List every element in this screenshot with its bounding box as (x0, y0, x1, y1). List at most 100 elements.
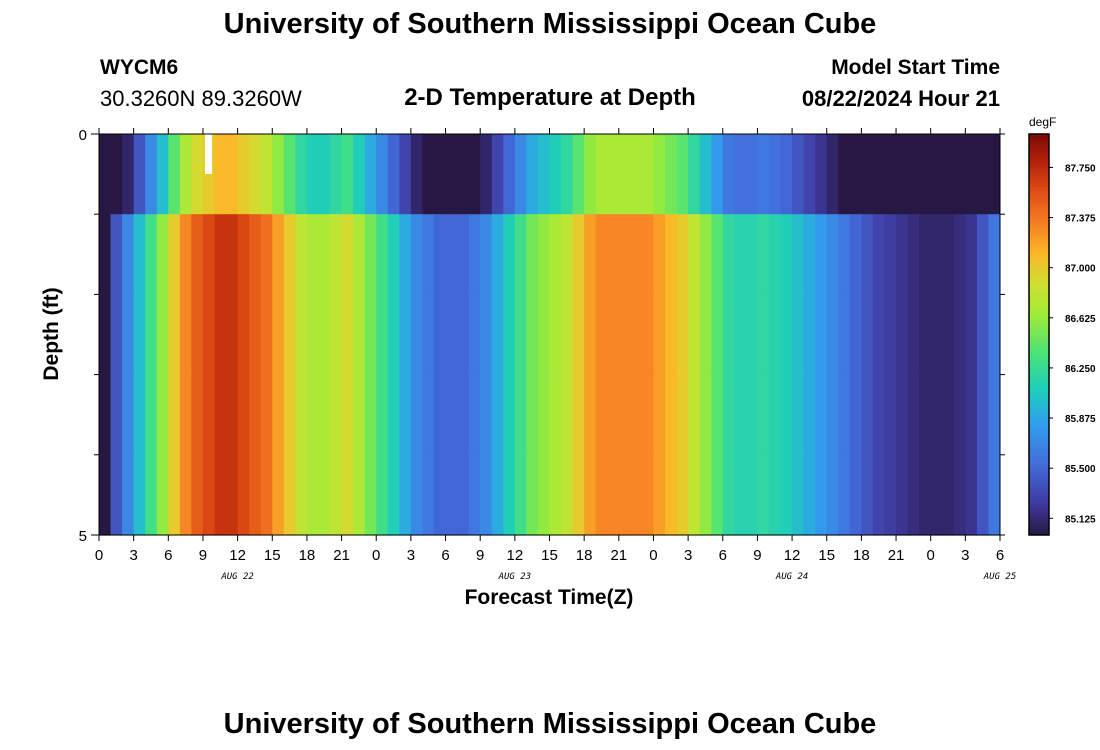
heatmap-cell (457, 134, 470, 215)
heatmap-cell (214, 454, 227, 536)
heatmap-cell (815, 134, 828, 215)
heatmap-cell (468, 374, 481, 456)
heatmap-cell (387, 374, 400, 456)
colorbar-band (1029, 351, 1049, 356)
heatmap-cell (561, 454, 574, 536)
heatmap-cell (202, 374, 216, 456)
heatmap-cell (815, 454, 828, 536)
heatmap-cell (780, 214, 793, 295)
colorbar-band (1029, 304, 1049, 309)
colorbar-band (1029, 240, 1049, 245)
heatmap-cell (387, 214, 400, 295)
heatmap-cell (757, 454, 770, 536)
heatmap-cell (896, 134, 909, 215)
heatmap-cell (549, 294, 562, 376)
heatmap-cell (433, 374, 447, 456)
heatmap-cell (561, 214, 574, 295)
colorbar-band (1029, 150, 1049, 155)
chart-title: University of Southern Mississippi Ocean… (223, 8, 877, 40)
heatmap-cell (849, 294, 862, 376)
heatmap-cell (665, 214, 678, 295)
heatmap-cell (226, 374, 239, 456)
heatmap-cell (306, 454, 320, 536)
colorbar-band (1029, 531, 1049, 536)
heatmap-cell (826, 214, 839, 295)
heatmap-cell (330, 134, 343, 215)
colorbar-tick-label: 85.875 (1065, 414, 1096, 425)
x-tick-label: 12 (229, 547, 246, 564)
heatmap-cell (526, 454, 539, 536)
colorbar-band (1029, 377, 1049, 382)
colorbar-band (1029, 458, 1049, 462)
heatmap-cell (607, 454, 620, 536)
colorbar-band (1029, 381, 1049, 386)
heatmap-cell (156, 134, 169, 215)
heatmap-cell (318, 214, 331, 295)
heatmap-cell (480, 214, 493, 295)
heatmap-cell (584, 454, 597, 536)
colorbar-band (1029, 421, 1049, 426)
colorbar-band (1029, 224, 1049, 229)
heatmap-cell (168, 374, 181, 456)
heatmap-cell (688, 134, 701, 215)
heatmap-cell (341, 134, 354, 215)
heatmap-cell (653, 294, 666, 376)
heatmap-cell (930, 214, 943, 295)
heatmap-cell (676, 214, 689, 295)
x-tick-label: 9 (199, 547, 207, 564)
colorbar-band (1029, 327, 1049, 332)
heatmap-cell (803, 294, 816, 376)
date-label: AUG 22 (220, 572, 254, 582)
heatmap-cell (942, 214, 955, 295)
heatmap-cell (676, 134, 689, 215)
heatmap-cell (214, 134, 227, 215)
heatmap-cell (249, 294, 262, 376)
heatmap-cell (179, 214, 193, 295)
heatmap-cell (595, 214, 608, 295)
heatmap-cell (376, 374, 389, 456)
heatmap-cell (364, 374, 377, 456)
heatmap-cell (942, 374, 955, 456)
heatmap-cell (457, 454, 470, 536)
heatmap-cell (896, 454, 909, 536)
heatmap-cell (445, 374, 458, 456)
heatmap-cell (884, 214, 897, 295)
heatmap-cell (792, 294, 805, 376)
colorbar-band (1029, 134, 1049, 138)
heatmap-cell (549, 214, 562, 295)
heatmap-cell (630, 214, 643, 295)
heatmap-cell (376, 454, 389, 536)
heatmap-cell (630, 134, 643, 215)
heatmap-cell (711, 134, 724, 215)
heatmap-cell (838, 454, 851, 536)
colorbar-band (1029, 260, 1049, 265)
heatmap-cell (572, 214, 585, 295)
colorbar-band (1029, 488, 1049, 493)
heatmap-cell (202, 294, 216, 376)
heatmap-cell (745, 214, 759, 295)
heatmap-cell (260, 134, 273, 215)
heatmap-cell (514, 134, 527, 215)
heatmap-cell (433, 294, 447, 376)
heatmap-cell (618, 214, 631, 295)
heatmap-cell (711, 294, 724, 376)
heatmap-cell (526, 294, 539, 376)
heatmap-cell (376, 294, 389, 376)
heatmap-cell (410, 374, 424, 456)
heatmap-cell (665, 294, 678, 376)
heatmap-cell (653, 214, 666, 295)
colorbar-band (1029, 344, 1049, 349)
heatmap-cell (364, 214, 377, 295)
heatmap-cell (861, 134, 874, 215)
heatmap-cell (630, 374, 643, 456)
heatmap-cell (318, 294, 331, 376)
heatmap-cell (722, 374, 735, 456)
colorbar-band (1029, 404, 1049, 409)
heatmap-cell (907, 454, 920, 536)
heatmap-cell (688, 294, 701, 376)
heatmap-cell (780, 454, 793, 536)
heatmap-cell (803, 214, 816, 295)
colorbar-band (1029, 291, 1049, 295)
heatmap-cell (641, 214, 655, 295)
heatmap-cell (965, 294, 978, 376)
